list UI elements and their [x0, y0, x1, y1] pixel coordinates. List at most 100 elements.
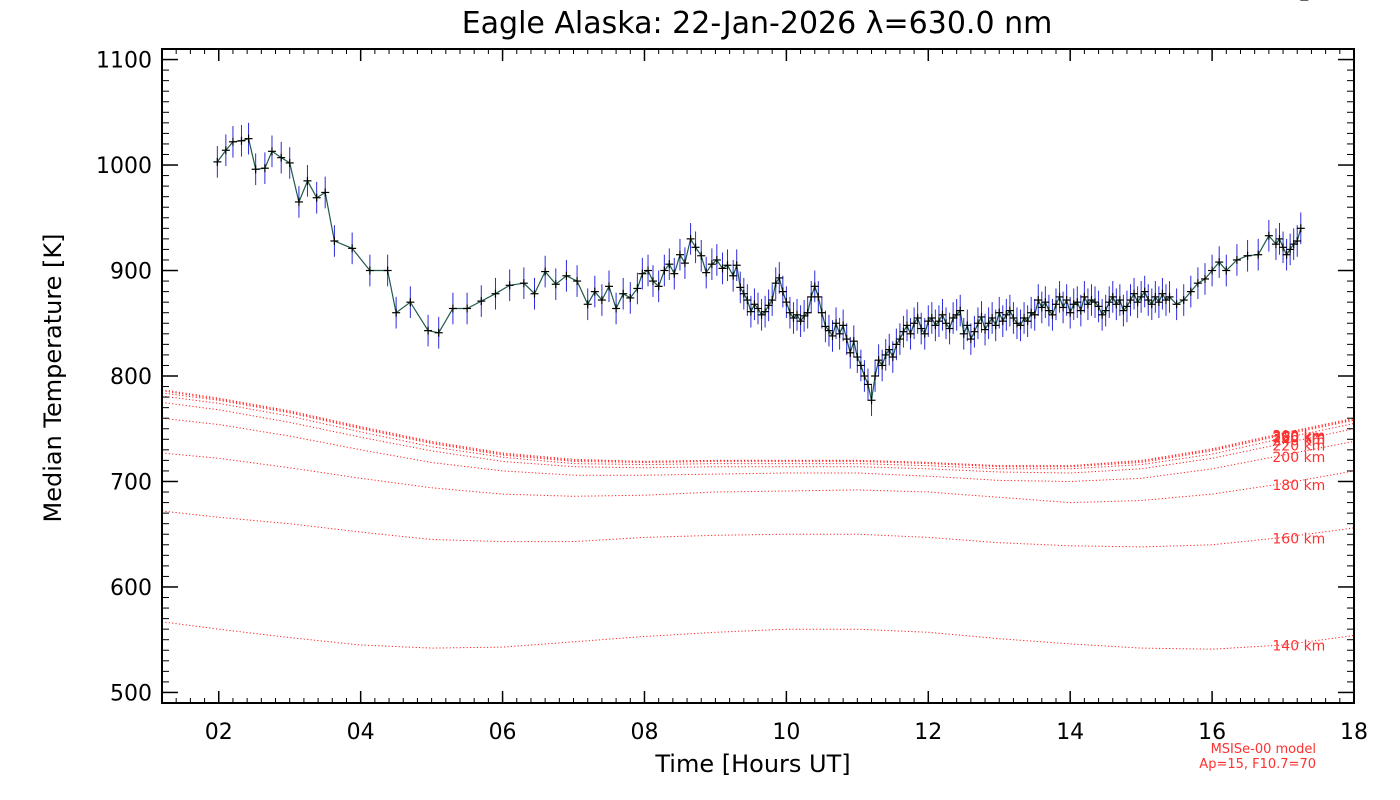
data-point: [583, 300, 592, 309]
data-point: [237, 136, 246, 145]
model-curve: [161, 389, 1355, 467]
x-tick-label: 18: [1340, 720, 1368, 745]
data-point: [995, 308, 1004, 317]
data-point: [771, 279, 780, 288]
data-point: [463, 304, 472, 313]
data-point: [973, 319, 982, 328]
plot-frame: [161, 48, 1355, 704]
data-point: [970, 327, 979, 336]
data-point: [842, 335, 851, 344]
data-point: [743, 296, 752, 305]
data-point: [1009, 313, 1018, 322]
data-point: [977, 312, 986, 321]
model-curve-label: 300 km: [1272, 428, 1325, 444]
data-point: [814, 292, 823, 301]
data-point: [1296, 224, 1305, 233]
data-point: [675, 250, 684, 259]
data-point: [888, 353, 897, 362]
data-point: [942, 319, 951, 328]
model-curve-label: 200 km: [1272, 450, 1325, 466]
data-point: [277, 153, 286, 162]
data-point: [1144, 296, 1153, 305]
data-point: [1119, 306, 1128, 315]
data-point: [778, 287, 787, 296]
data-point: [1108, 292, 1117, 301]
data-point: [597, 296, 606, 305]
y-tick-label: 700: [110, 470, 152, 495]
model-curve: [161, 510, 1355, 548]
model-name: MSISe-00 model: [1211, 742, 1316, 757]
data-point: [1115, 296, 1124, 305]
data-point: [505, 281, 514, 290]
data-point: [938, 310, 947, 319]
data-point: [863, 380, 872, 389]
data-point: [221, 146, 230, 155]
data-point: [702, 268, 711, 277]
data-point: [1172, 300, 1181, 309]
data-point: [1055, 292, 1064, 301]
data-point: [952, 310, 961, 319]
data-point: [1158, 289, 1167, 298]
data-point: [660, 266, 669, 275]
data-point: [1165, 292, 1174, 301]
data-point: [793, 310, 802, 319]
data-point: [1069, 300, 1078, 309]
data-point: [761, 307, 770, 316]
data-point: [1215, 258, 1224, 267]
data-point: [541, 267, 550, 276]
data-point: [1112, 300, 1121, 309]
data-point: [519, 279, 528, 288]
data-point: [665, 260, 674, 269]
data-point: [906, 329, 915, 338]
data-point: [1098, 310, 1107, 319]
y-tick-label: 900: [110, 260, 152, 285]
data-point: [796, 317, 805, 326]
model-curve-label: 220 km: [1272, 439, 1325, 455]
data-point: [1066, 308, 1075, 317]
data-point: [434, 328, 443, 337]
data-point: [782, 298, 791, 307]
data-point: [966, 335, 975, 344]
data-point: [874, 356, 883, 365]
chart-title: Eagle Alaska: 22-Jan-2026 λ=630.0 nm: [462, 6, 1053, 41]
x-axis-label: Time [Hours UT]: [654, 750, 850, 778]
data-point: [764, 301, 773, 310]
data-point: [1222, 266, 1231, 275]
data-point: [670, 269, 679, 278]
data-point: [1122, 302, 1131, 311]
x-tick-label: 04: [347, 720, 375, 745]
data-point: [768, 296, 777, 305]
data-point: [785, 308, 794, 317]
data-point: [691, 243, 700, 252]
data-point: [686, 234, 695, 243]
data-point: [1133, 298, 1142, 307]
data-point: [1005, 306, 1014, 315]
data-point: [1052, 300, 1060, 309]
data-point: [1073, 298, 1082, 307]
data-point: [723, 261, 732, 270]
data-point: [1154, 298, 1163, 307]
data-point: [984, 319, 993, 328]
data-point: [1286, 245, 1295, 254]
data-point: [530, 289, 539, 298]
y-tick-label: 1100: [96, 49, 152, 74]
data-point: [267, 147, 276, 156]
data-point: [312, 193, 321, 202]
data-point: [633, 284, 642, 293]
x-tick-label: 02: [205, 720, 233, 745]
data-point: [807, 292, 816, 301]
data-point: [1041, 298, 1050, 307]
x-tick-label: 16: [1198, 720, 1226, 745]
y-tick-label: 600: [110, 576, 152, 601]
model-curve-label: 260 km: [1272, 430, 1325, 446]
data-point: [1201, 274, 1209, 283]
data-point: [920, 329, 929, 338]
temperature-line: [216, 137, 1302, 401]
data-point: [839, 321, 848, 330]
model-curve-label: 140 km: [1272, 639, 1325, 655]
data-point: [365, 266, 374, 275]
data-point: [856, 361, 865, 370]
data-point: [963, 321, 972, 330]
data-point: [821, 322, 830, 331]
